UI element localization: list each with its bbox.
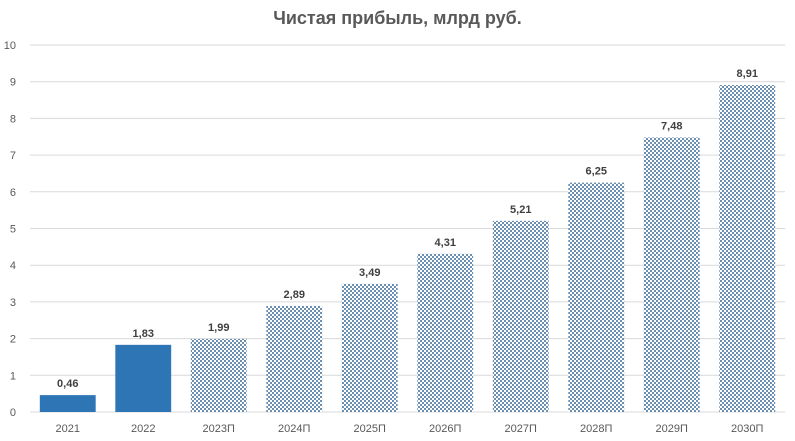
data-label: 2,89 [284, 289, 305, 301]
bar-2022 [115, 344, 172, 412]
x-axis-ticks: 2021 2022 2023П 2024П 2025П 2026П 2027П 2028П 20… [56, 423, 764, 435]
y-tick-label: 7 [10, 150, 16, 162]
x-tick-label: 2029П [656, 423, 688, 435]
data-label: 1,83 [133, 328, 154, 340]
y-tick-label: 8 [10, 113, 16, 125]
x-tick-label: 2030П [731, 423, 763, 435]
data-label: 1,99 [208, 322, 229, 334]
data-label: 3,49 [359, 267, 380, 279]
x-tick-label: 2025П [354, 423, 386, 435]
y-tick-label: 4 [10, 260, 16, 272]
bar-2028П [568, 182, 625, 412]
bar-2030П [719, 85, 776, 413]
y-tick-label: 0 [10, 407, 16, 419]
y-tick-label: 9 [10, 77, 16, 89]
x-tick-label: 2028П [580, 423, 612, 435]
y-tick-label: 2 [10, 334, 16, 346]
data-label: 0,46 [57, 378, 78, 390]
bars [39, 85, 776, 413]
x-tick-label: 2021 [56, 423, 80, 435]
x-tick-label: 2027П [505, 423, 537, 435]
bar-2029П [643, 137, 700, 412]
x-tick-label: 2026П [429, 423, 461, 435]
y-tick-label: 3 [10, 297, 16, 309]
bar-2023П [190, 338, 247, 412]
y-axis-ticks: 0 1 2 3 4 5 6 7 8 9 10 [4, 40, 16, 419]
x-tick-label: 2022 [131, 423, 155, 435]
data-label: 7,48 [661, 120, 682, 132]
data-label: 4,31 [435, 237, 456, 249]
bar-2026П [417, 253, 474, 412]
data-label: 8,91 [737, 68, 758, 80]
bar-2021 [39, 395, 96, 412]
bar-2024П [266, 305, 323, 412]
y-tick-label: 1 [10, 370, 16, 382]
x-tick-label: 2023П [203, 423, 235, 435]
x-tick-label: 2024П [278, 423, 310, 435]
chart-title: Чистая прибыль, млрд руб. [273, 8, 522, 28]
y-tick-label: 5 [10, 224, 16, 236]
data-label: 6,25 [586, 166, 607, 178]
y-tick-label: 6 [10, 187, 16, 199]
data-labels: 0,46 1,83 1,99 2,89 3,49 4,31 5,21 6,25 7,48 8,91 [57, 68, 758, 390]
bar-2027П [492, 220, 549, 412]
data-label: 5,21 [510, 204, 531, 216]
bar-2025П [341, 283, 398, 412]
y-tick-label: 10 [4, 40, 16, 52]
